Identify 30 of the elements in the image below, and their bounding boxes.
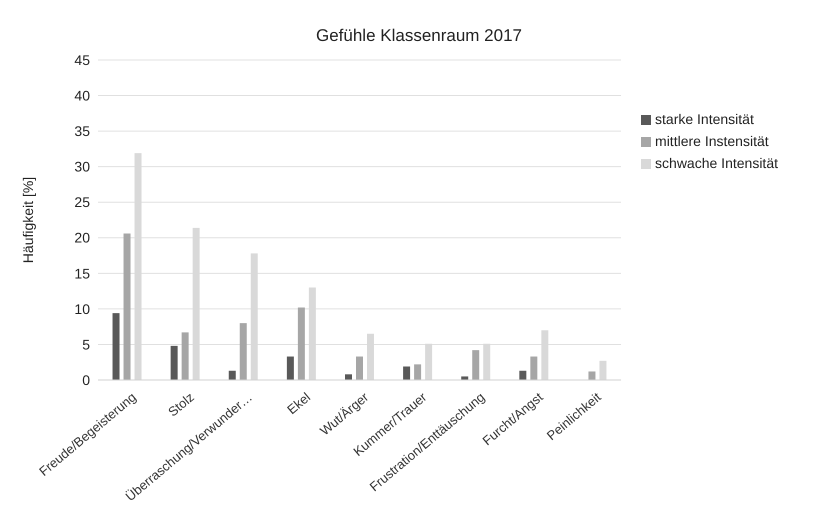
y-tick-label: 30 [74,158,90,175]
y-tick-label: 10 [74,300,90,317]
y-tick-label: 20 [74,230,90,246]
bar [228,370,236,380]
bar [182,332,189,380]
y-tick-label: 5 [82,336,90,352]
legend-label: starke Intensität [655,111,754,127]
bar [472,350,480,380]
y-tick-label: 35 [74,123,90,140]
bar [124,234,131,380]
chart-title: Gefühle Klassenraum 2017 [314,25,524,47]
y-tick-label: 0 [82,372,90,388]
legend-label: schwache Intensität [655,155,778,171]
bar [286,356,294,380]
bar [356,356,363,380]
y-tick-label: 15 [74,265,90,282]
y-tick-label: 45 [74,52,90,68]
legend-label: mittlere Instensität [655,133,769,149]
bar [403,366,410,380]
bar [588,371,596,380]
bar [414,364,422,380]
bar [298,307,305,380]
bar [112,313,120,380]
y-tick-label: 40 [74,88,90,104]
y-tick-label: 25 [74,194,90,210]
bar [170,346,178,380]
y-axis-title: Häufigkeit [%] [20,176,36,264]
bar [530,356,538,380]
bar [240,323,247,380]
bar [519,370,526,380]
